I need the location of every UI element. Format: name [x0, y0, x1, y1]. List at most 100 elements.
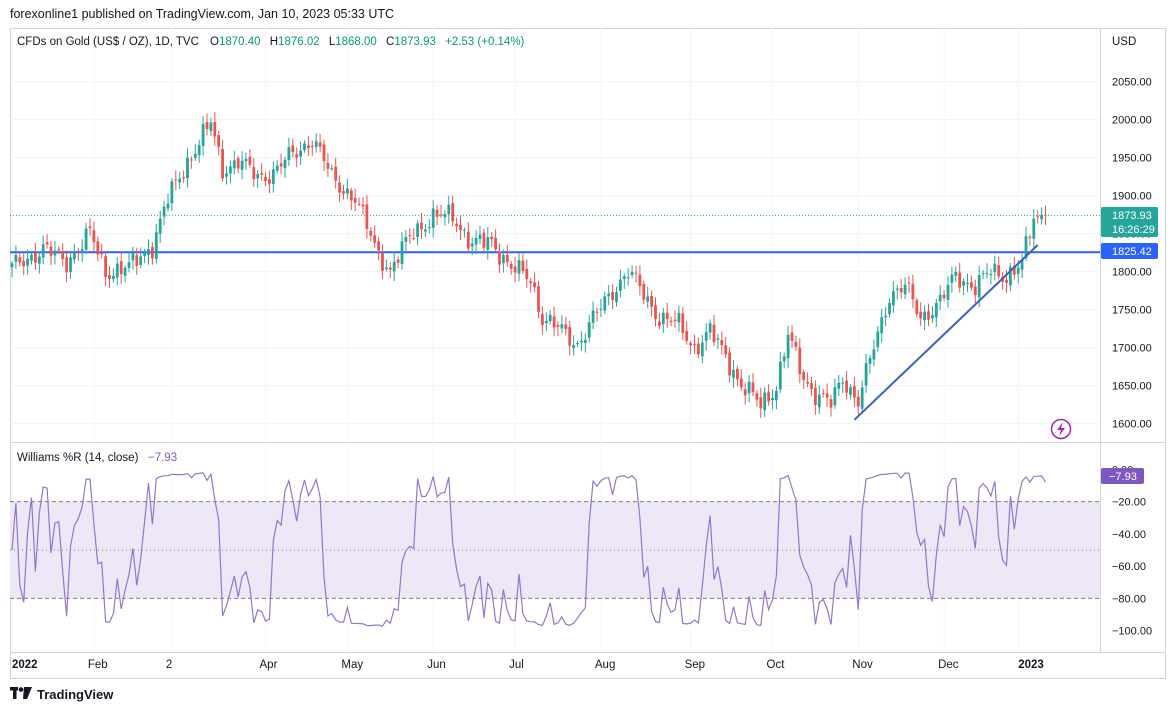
williams-r-axis[interactable]: 0.00−20.00−40.00−60.00−80.00−100.00 [1112, 464, 1152, 637]
candle-body [1028, 236, 1032, 238]
price-tick-label: 1600.00 [1112, 419, 1152, 431]
legend-high-label: H [270, 36, 278, 48]
candle-body [45, 242, 49, 245]
tradingview-brand[interactable]: TradingView [10, 687, 113, 702]
candle-body [985, 273, 989, 275]
candle-body [981, 273, 985, 275]
candle-body [630, 271, 634, 275]
candle-body [447, 204, 451, 215]
candle-body [806, 382, 809, 384]
candle-body [505, 254, 509, 263]
candle-body [712, 324, 716, 343]
candle-body [334, 166, 338, 181]
candle-body [1020, 260, 1024, 270]
candle-body [388, 267, 392, 270]
time-tick-label: Jul [509, 659, 524, 671]
candle-body [193, 154, 197, 158]
candle-body [357, 203, 361, 205]
bar-countdown: 16:26:29 [1112, 224, 1155, 236]
candle-body [41, 244, 45, 258]
candle-body [977, 275, 981, 298]
indicator-badge-value: −7.93 [1109, 471, 1137, 483]
candle-body [1032, 218, 1036, 239]
candle-body [143, 252, 146, 256]
candle-body [178, 178, 182, 183]
price-grid [10, 81, 1100, 425]
candle-body [915, 300, 919, 315]
candle-body [899, 288, 903, 293]
candle-body [221, 149, 224, 179]
candle-body [892, 291, 895, 306]
chart-frame[interactable]: 1600.001650.001700.001750.001800.001850.… [0, 28, 1166, 680]
candle-body [424, 229, 427, 232]
candle-body [408, 235, 412, 237]
candle-body [673, 319, 677, 322]
candle-body [455, 223, 458, 227]
candle-body [326, 162, 330, 169]
candle-body [53, 250, 57, 256]
candle-body [615, 292, 618, 303]
trend-line[interactable] [853, 244, 1039, 421]
candle-body [693, 344, 696, 346]
candle-body [338, 182, 341, 193]
candle-body [104, 256, 107, 277]
candle-body [837, 382, 841, 389]
time-tick-label: Jun [427, 659, 446, 671]
williams-r-tick-label: −60.00 [1112, 561, 1146, 573]
tradingview-brand-name: TradingView [37, 687, 114, 702]
candle-body [275, 165, 279, 171]
candle-body [431, 208, 435, 228]
candle-body [57, 249, 61, 251]
tradingview-logo-icon [10, 687, 32, 702]
candle-body [240, 160, 244, 170]
indicator-title: Williams %R (14, close) [17, 452, 139, 464]
candle-body [907, 282, 911, 284]
candle-body [595, 311, 599, 313]
candle-body [677, 312, 681, 323]
candle-body [611, 292, 614, 300]
lightning-icon[interactable] [1050, 418, 1072, 440]
candle-body [34, 252, 37, 263]
candle-body [256, 174, 260, 179]
candle-body [724, 345, 728, 355]
candle-body [568, 327, 572, 346]
legend-ohlc: O1870.40 H1876.02 L1868.00 C1873.93 +2.5… [210, 36, 525, 48]
candle-body [65, 257, 68, 273]
time-axis[interactable]: 2022 Feb 2 Apr May Jun Jul Aug Sep Oct Nov Dec 2023 [12, 659, 1044, 671]
candle-body [923, 311, 926, 321]
price-tick-label: 1900.00 [1112, 191, 1152, 203]
candle-body [576, 343, 579, 345]
candle-body [330, 168, 334, 170]
candle-body [283, 159, 287, 169]
candle-body [1040, 214, 1043, 220]
time-tick-label: 2 [166, 659, 172, 671]
candle-body [80, 249, 84, 253]
candle-body [755, 393, 759, 400]
candle-body [685, 330, 689, 341]
candle-body [642, 283, 646, 300]
candle-body [307, 145, 310, 149]
candle-body [938, 294, 942, 302]
candle-body [876, 331, 880, 348]
candle-body [638, 274, 642, 287]
candle-body [197, 145, 201, 156]
candle-body [377, 241, 380, 251]
candle-body [96, 241, 100, 255]
candle-body [439, 214, 443, 216]
publisher-line: forexonline1 published on TradingView.co… [10, 7, 395, 21]
candle-body [186, 157, 189, 179]
candle-body [314, 141, 318, 147]
candle-body [322, 144, 326, 162]
candle-body [934, 302, 938, 318]
legend-symbol: CFDs on Gold (US$ / OZ), 1D, TVC [17, 36, 199, 48]
candle-body [26, 258, 29, 266]
candle-body [225, 173, 228, 177]
candle-body [669, 320, 673, 322]
time-tick-label: Feb [88, 659, 108, 671]
candle-body [853, 386, 856, 398]
candle-body [260, 173, 263, 175]
candle-body [108, 275, 111, 279]
level-price-value: 1825.42 [1112, 246, 1152, 258]
candle-body [205, 122, 209, 129]
candle-body [821, 392, 825, 394]
